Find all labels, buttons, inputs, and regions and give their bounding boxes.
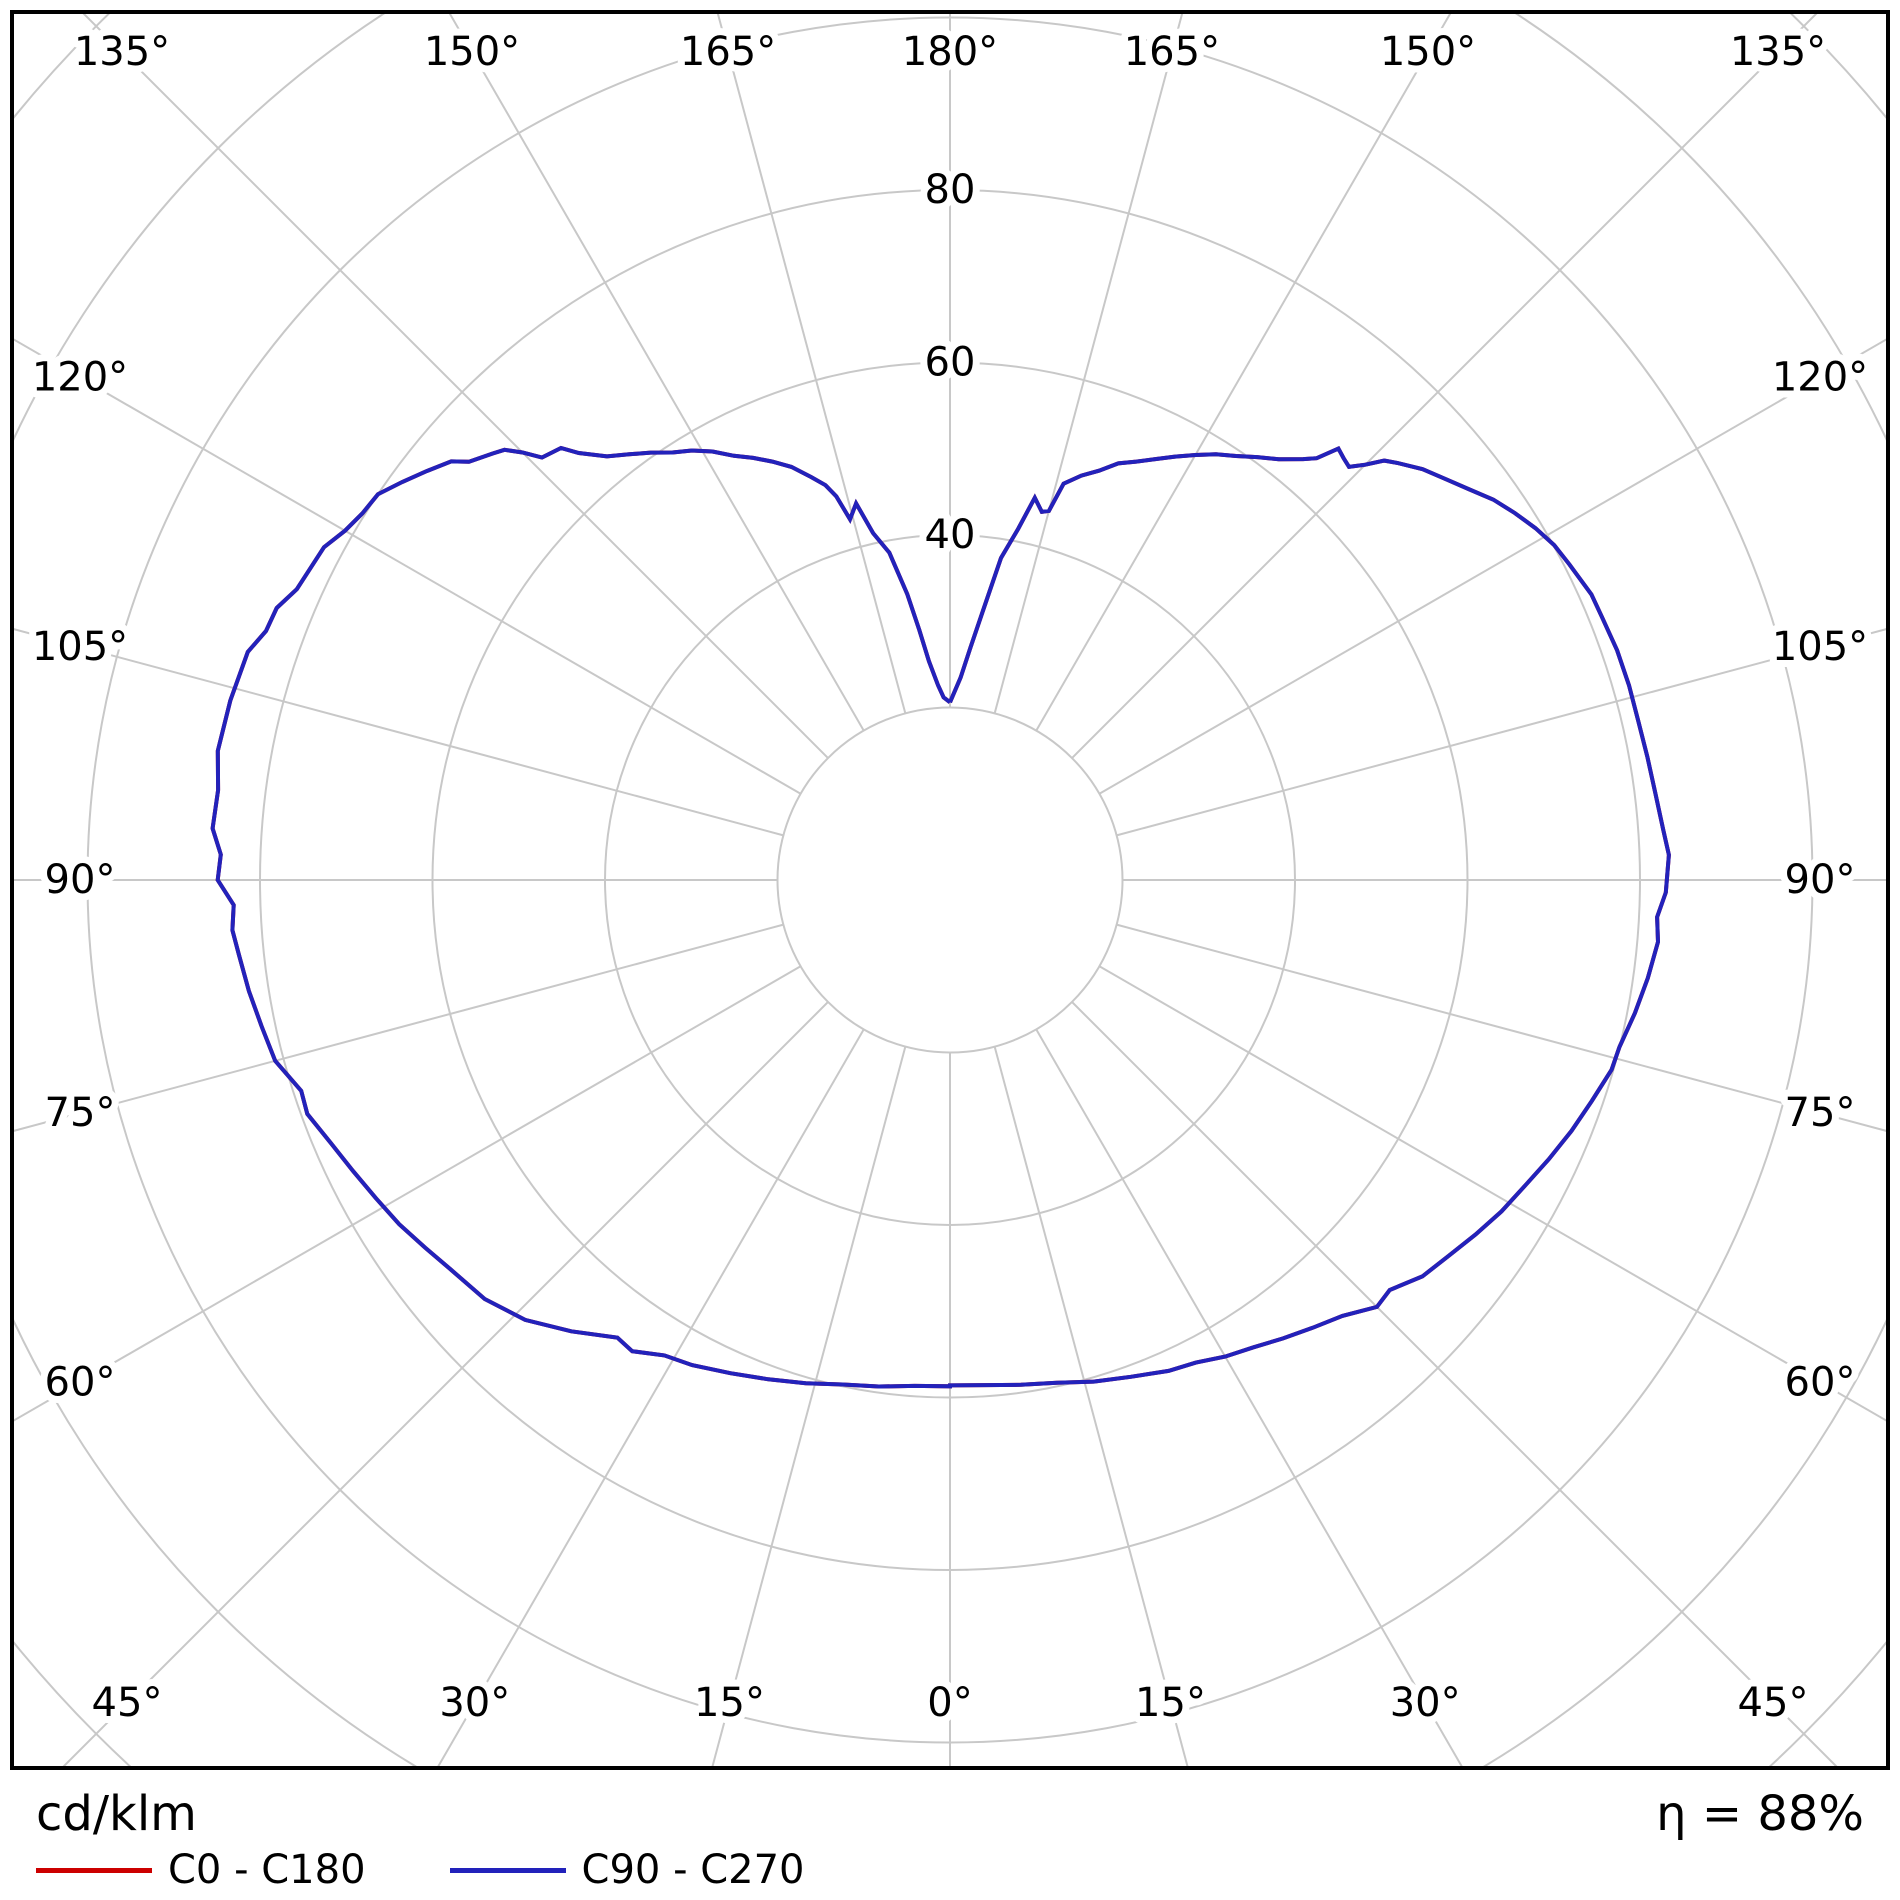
grid-spoke (82, 14, 829, 759)
efficiency-label: η = 88% (1656, 1786, 1864, 1842)
ring-value-label: 80 (925, 167, 976, 213)
angle-label: 135° (74, 29, 170, 75)
angle-label: 105° (1772, 624, 1868, 670)
angle-label: 90° (1785, 857, 1856, 903)
legend: C0 - C180 C90 - C270 (36, 1847, 805, 1893)
legend-item-c90-c270: C90 - C270 (449, 1847, 805, 1893)
unit-label: cd/klm (36, 1786, 197, 1842)
c90-c270-line-icon (449, 1867, 566, 1873)
angle-label: 120° (32, 355, 128, 401)
grid-ring (776, 706, 1124, 1054)
grid-spoke (448, 14, 865, 732)
grid-spoke (716, 14, 907, 714)
angle-label: 30° (439, 1680, 510, 1726)
angle-label: 150° (424, 29, 520, 75)
legend-item-c0-c180: C0 - C180 (36, 1847, 366, 1893)
grid-spoke (437, 1028, 865, 1766)
angle-label: 45° (1738, 1680, 1809, 1726)
grid-spoke (1035, 1028, 1463, 1766)
angle-label: 105° (32, 624, 128, 670)
curve-c90-c270 (210, 445, 1671, 1389)
grid-spoke (1098, 965, 1886, 1422)
grid-spoke (1116, 923, 1886, 1132)
legend-label-c90-c270: C90 - C270 (581, 1847, 805, 1893)
grid-spoke (14, 628, 784, 837)
angle-label: 45° (92, 1680, 163, 1726)
grid-spoke (993, 1046, 1189, 1766)
grid-spoke (1116, 628, 1886, 837)
c0-c180-line-icon (36, 1867, 152, 1873)
plot-border (10, 10, 1890, 1770)
grid-spoke (1071, 14, 1818, 759)
grid-spoke (1071, 1001, 1838, 1766)
ring-value-label: 60 (925, 340, 976, 386)
grid-spoke (62, 1001, 829, 1766)
angle-label: 120° (1772, 355, 1868, 401)
angle-label: 15° (694, 1680, 765, 1726)
grid-spoke (1098, 338, 1886, 795)
angle-label: 165° (1124, 29, 1220, 75)
angle-label: 180° (902, 29, 998, 75)
grid-spoke (14, 338, 802, 795)
angle-label: 15° (1135, 1680, 1206, 1726)
grid-spoke (711, 1046, 907, 1766)
angle-label: 60° (1785, 1359, 1856, 1405)
grid-spoke (14, 923, 784, 1132)
angle-label: 75° (1785, 1090, 1856, 1136)
angle-label: 30° (1390, 1680, 1461, 1726)
legend-label-c0-c180: C0 - C180 (168, 1847, 366, 1893)
angle-label: 75° (45, 1090, 116, 1136)
ring-value-label: 40 (925, 512, 976, 558)
angle-label: 165° (680, 29, 776, 75)
grid-spoke (993, 14, 1184, 714)
angle-label: 0° (927, 1680, 972, 1726)
grid-spoke (14, 965, 802, 1422)
grid-spoke (1035, 14, 1452, 732)
angle-label: 90° (45, 857, 116, 903)
curve-c0-c180 (210, 445, 1671, 1389)
angle-label: 60° (45, 1359, 116, 1405)
angle-label: 135° (1730, 29, 1826, 75)
angle-label: 150° (1380, 29, 1476, 75)
